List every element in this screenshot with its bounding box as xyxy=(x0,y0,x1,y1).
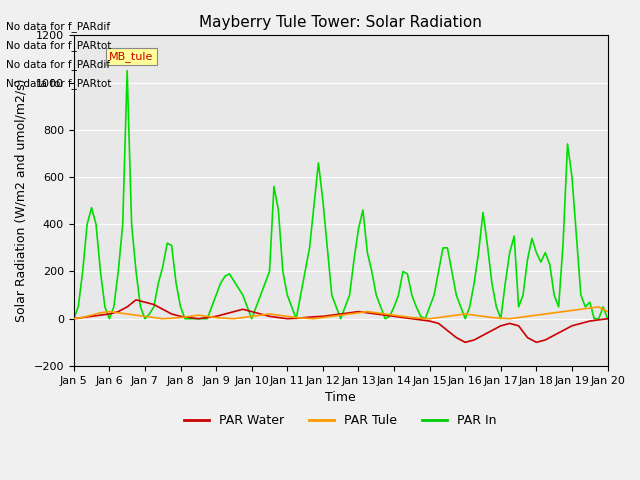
Text: No data for f_PARtot: No data for f_PARtot xyxy=(6,40,112,51)
Legend: PAR Water, PAR Tule, PAR In: PAR Water, PAR Tule, PAR In xyxy=(179,409,502,432)
Text: No data for f_PARtot: No data for f_PARtot xyxy=(6,78,112,89)
Text: No data for f_PARdif: No data for f_PARdif xyxy=(6,59,111,70)
Title: Mayberry Tule Tower: Solar Radiation: Mayberry Tule Tower: Solar Radiation xyxy=(199,15,482,30)
Y-axis label: Solar Radiation (W/m2 and umol/m2/s): Solar Radiation (W/m2 and umol/m2/s) xyxy=(15,79,28,323)
X-axis label: Time: Time xyxy=(325,391,356,404)
Text: No data for f_PARdif: No data for f_PARdif xyxy=(6,21,111,32)
Text: MB_tule: MB_tule xyxy=(109,51,154,62)
